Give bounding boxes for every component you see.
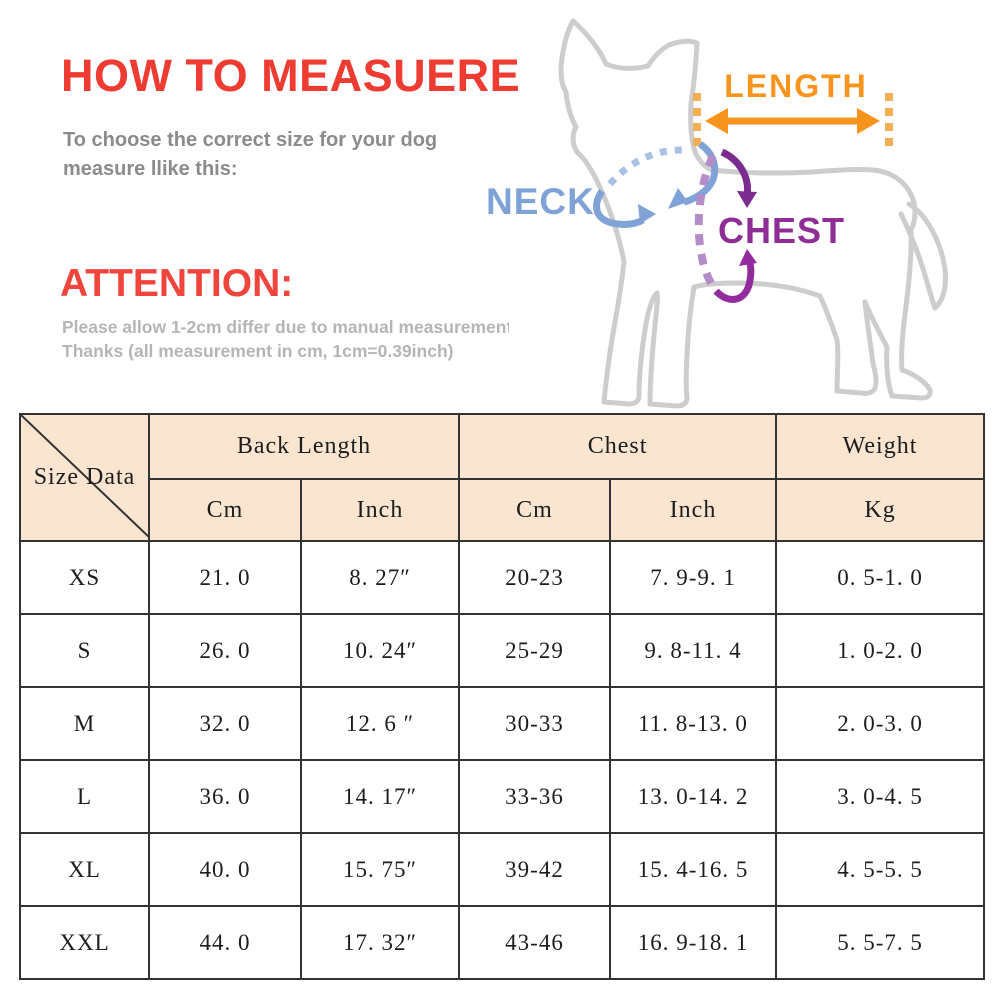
header-chest-inch: Inch	[609, 478, 778, 542]
back-cm-cell: 36. 0	[148, 759, 302, 834]
chest-inch-cell: 15. 4-16. 5	[609, 832, 778, 907]
chest-measure-marks	[694, 148, 757, 303]
table-row-m: M 32. 0 12. 6 ″ 30-33 11. 8-13. 0 2. 0-3…	[19, 686, 986, 761]
attention-heading: ATTENTION:	[60, 262, 294, 305]
back-inch-cell: 12. 6 ″	[299, 686, 461, 761]
weight-cell: 1. 0-2. 0	[775, 613, 986, 688]
weight-cell: 4. 5-5. 5	[775, 832, 986, 907]
back-cm-cell: 26. 0	[148, 613, 302, 688]
size-cell: S	[19, 613, 150, 688]
dog-measure-diagram	[558, 18, 948, 409]
back-inch-cell: 10. 24″	[299, 613, 461, 688]
back-inch-cell: 15. 75″	[299, 832, 461, 907]
dog-tail	[898, 201, 948, 311]
measure-guide-section: HOW TO MEASUERE To choose the correct si…	[0, 0, 1000, 413]
chest-cm-cell: 20-23	[458, 540, 612, 615]
measure-instructions: To choose the correct size for your dog …	[63, 126, 437, 184]
weight-cell: 3. 0-4. 5	[775, 759, 986, 834]
back-cm-cell: 44. 0	[148, 905, 302, 980]
chest-cm-cell: 30-33	[458, 686, 612, 761]
corner-label: Size Data	[33, 464, 136, 490]
back-cm-cell: 40. 0	[148, 832, 302, 907]
header-chest: Chest	[458, 413, 778, 480]
chest-cm-cell: 43-46	[458, 905, 612, 980]
chest-inch-cell: 9. 8-11. 4	[609, 613, 778, 688]
weight-cell: 0. 5-1. 0	[775, 540, 986, 615]
back-inch-cell: 17. 32″	[299, 905, 461, 980]
table-row-xs: XS 21. 0 8. 27″ 20-23 7. 9-9. 1 0. 5-1. …	[19, 540, 986, 615]
header-back-inch: Inch	[299, 478, 461, 542]
back-cm-cell: 21. 0	[148, 540, 302, 615]
header-back-cm: Cm	[148, 478, 302, 542]
size-table: Size Data Back Length Chest Weight Cm In…	[19, 413, 986, 980]
back-cm-cell: 32. 0	[148, 686, 302, 761]
header-chest-cm: Cm	[458, 478, 612, 542]
chest-inch-cell: 7. 9-9. 1	[609, 540, 778, 615]
size-cell: XXL	[19, 905, 150, 980]
chest-cm-cell: 25-29	[458, 613, 612, 688]
chest-inch-cell: 11. 8-13. 0	[609, 686, 778, 761]
table-row-xl: XL 40. 0 15. 75″ 39-42 15. 4-16. 5 4. 5-…	[19, 832, 986, 907]
size-cell: XS	[19, 540, 150, 615]
header-back-length: Back Length	[147, 413, 461, 480]
attention-note-line1: Please allow 1-2cm differ due to manual …	[62, 317, 509, 337]
table-row-l: L 36. 0 14. 17″ 33-36 13. 0-14. 2 3. 0-4…	[19, 759, 986, 834]
header-weight-kg: Kg	[775, 478, 986, 542]
chest-label: CHEST	[718, 210, 846, 251]
header-weight: Weight	[775, 413, 986, 480]
measure-instructions-line1: To choose the correct size for your dog	[63, 129, 438, 151]
attention-note: Please allow 1-2cm differ due to manual …	[62, 315, 509, 363]
size-table-section: Size Data Back Length Chest Weight Cm In…	[19, 413, 986, 980]
chest-cm-cell: 33-36	[458, 759, 612, 834]
size-cell: XL	[19, 832, 150, 907]
chest-inch-cell: 13. 0-14. 2	[609, 759, 778, 834]
page-title: HOW TO MEASUERE	[61, 50, 521, 101]
measure-instructions-line2: measure llike this:	[63, 158, 238, 180]
neck-label: NECK	[486, 181, 595, 222]
length-measure-marks	[693, 93, 893, 148]
table-row-xxl: XXL 44. 0 17. 32″ 43-46 16. 9-18. 1 5. 5…	[19, 905, 986, 980]
weight-cell: 2. 0-3. 0	[775, 686, 986, 761]
back-inch-cell: 14. 17″	[299, 759, 461, 834]
corner-diagonal-line	[21, 415, 150, 538]
back-inch-cell: 8. 27″	[299, 540, 461, 615]
dog-outline-drawing	[558, 18, 948, 409]
table-row-s: S 26. 0 10. 24″ 25-29 9. 8-11. 4 1. 0-2.…	[19, 613, 986, 688]
chest-cm-cell: 39-42	[458, 832, 612, 907]
table-corner-cell: Size Data	[19, 413, 150, 542]
size-cell: M	[19, 686, 150, 761]
length-label: LENGTH	[724, 68, 868, 104]
size-cell: L	[19, 759, 150, 834]
weight-cell: 5. 5-7. 5	[775, 905, 986, 980]
attention-note-line2: Thanks (all measurement in cm, 1cm=0.39i…	[62, 341, 454, 361]
chest-inch-cell: 16. 9-18. 1	[609, 905, 778, 980]
